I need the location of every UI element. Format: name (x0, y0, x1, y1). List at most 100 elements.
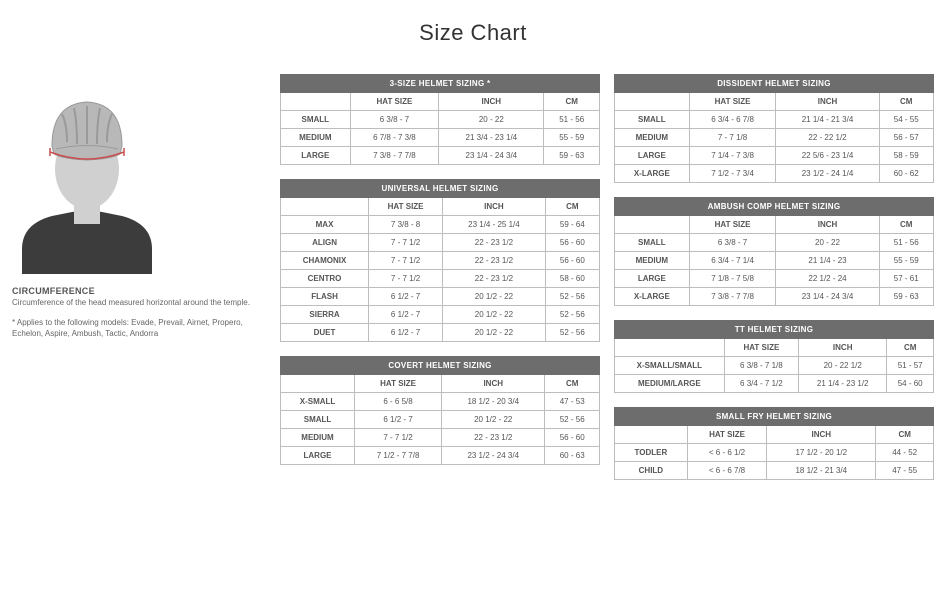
cell-inch: 20 1/2 - 22 (443, 324, 546, 342)
table-row: LARGE7 1/8 - 7 5/822 1/2 - 2457 - 61 (615, 270, 934, 288)
table-row: CHILD< 6 - 6 7/818 1/2 - 21 3/447 - 55 (615, 462, 934, 480)
cell-cm: 44 - 52 (876, 444, 934, 462)
row-label: LARGE (281, 147, 351, 165)
col-header: INCH (442, 375, 545, 393)
table-row: CHAMONIX7 - 7 1/222 - 23 1/256 - 60 (281, 252, 600, 270)
cell-inch: 21 3/4 - 23 1/4 (439, 129, 544, 147)
cell-cm: 56 - 60 (545, 429, 600, 447)
row-label: TODLER (615, 444, 688, 462)
table-row: MEDIUM/LARGE6 3/4 - 7 1/221 1/4 - 23 1/2… (615, 375, 934, 393)
row-label: SMALL (281, 111, 351, 129)
table-row: FLASH6 1/2 - 720 1/2 - 2252 - 56 (281, 288, 600, 306)
cell-inch: 23 1/4 - 24 3/4 (776, 288, 879, 306)
table-row: ALIGN7 - 7 1/222 - 23 1/256 - 60 (281, 234, 600, 252)
cell-hat: 6 3/8 - 7 (689, 234, 776, 252)
cell-cm: 56 - 60 (545, 252, 599, 270)
table-row: SMALL6 3/8 - 720 - 2251 - 56 (615, 234, 934, 252)
cell-cm: 52 - 56 (545, 411, 600, 429)
cell-hat: 6 3/4 - 7 1/4 (689, 252, 776, 270)
row-label: MEDIUM (281, 429, 355, 447)
cell-hat: 7 1/4 - 7 3/8 (689, 147, 776, 165)
cell-inch: 22 - 23 1/2 (443, 252, 546, 270)
table-title: DISSIDENT HELMET SIZING (615, 75, 934, 93)
cell-cm: 51 - 56 (544, 111, 600, 129)
row-label: X-SMALL (281, 393, 355, 411)
cell-inch: 23 1/2 - 24 3/4 (442, 447, 545, 465)
circumference-heading: CIRCUMFERENCE (12, 286, 262, 296)
col-header: INCH (799, 339, 887, 357)
table-three-size: 3-SIZE HELMET SIZING *HAT SIZEINCHCMSMAL… (280, 74, 600, 165)
row-label: MEDIUM (615, 252, 690, 270)
cell-inch: 20 1/2 - 22 (443, 306, 546, 324)
cell-hat: 7 1/8 - 7 5/8 (689, 270, 776, 288)
cell-cm: 55 - 59 (879, 252, 933, 270)
col-empty (615, 93, 690, 111)
cell-cm: 60 - 63 (545, 447, 600, 465)
size-table: DISSIDENT HELMET SIZINGHAT SIZEINCHCMSMA… (614, 74, 934, 183)
layout: CIRCUMFERENCE Circumference of the head … (12, 74, 934, 480)
cell-hat: 7 - 7 1/2 (355, 429, 442, 447)
row-label: CHILD (615, 462, 688, 480)
table-title: TT HELMET SIZING (615, 321, 934, 339)
col-header: HAT SIZE (355, 375, 442, 393)
table-tt: TT HELMET SIZINGHAT SIZEINCHCMX-SMALL/SM… (614, 320, 934, 393)
col-empty (615, 339, 725, 357)
table-title: COVERT HELMET SIZING (281, 357, 600, 375)
cell-hat: 7 1/2 - 7 7/8 (355, 447, 442, 465)
cell-cm: 57 - 61 (879, 270, 933, 288)
cell-hat: 7 - 7 1/2 (369, 234, 443, 252)
row-label: X-LARGE (615, 288, 690, 306)
cell-cm: 56 - 57 (879, 129, 933, 147)
cell-inch: 20 - 22 (439, 111, 544, 129)
row-label: CHAMONIX (281, 252, 369, 270)
row-label: MAX (281, 216, 369, 234)
cell-hat: 7 3/8 - 7 7/8 (689, 288, 776, 306)
col-header: CM (545, 198, 599, 216)
cell-hat: 7 - 7 1/2 (369, 270, 443, 288)
col-header: INCH (439, 93, 544, 111)
table-universal: UNIVERSAL HELMET SIZINGHAT SIZEINCHCMMAX… (280, 179, 600, 342)
cell-hat: < 6 - 6 1/2 (687, 444, 767, 462)
size-table: 3-SIZE HELMET SIZING *HAT SIZEINCHCMSMAL… (280, 74, 600, 165)
table-row: X-SMALL6 - 6 5/818 1/2 - 20 3/447 - 53 (281, 393, 600, 411)
table-ambush: AMBUSH COMP HELMET SIZINGHAT SIZEINCHCMS… (614, 197, 934, 306)
cell-hat: 7 - 7 1/2 (369, 252, 443, 270)
row-label: DUET (281, 324, 369, 342)
cell-hat: 6 7/8 - 7 3/8 (350, 129, 439, 147)
table-row: SMALL6 3/8 - 720 - 2251 - 56 (281, 111, 600, 129)
cell-cm: 60 - 62 (879, 165, 933, 183)
size-table: UNIVERSAL HELMET SIZINGHAT SIZEINCHCMMAX… (280, 179, 600, 342)
cell-cm: 56 - 60 (545, 234, 599, 252)
cell-inch: 20 - 22 1/2 (799, 357, 887, 375)
table-title: UNIVERSAL HELMET SIZING (281, 180, 600, 198)
col-header: HAT SIZE (687, 426, 767, 444)
row-label: SMALL (615, 234, 690, 252)
cell-inch: 17 1/2 - 20 1/2 (767, 444, 876, 462)
circumference-text: Circumference of the head measured horiz… (12, 298, 262, 308)
row-label: CENTRO (281, 270, 369, 288)
table-title: SMALL FRY HELMET SIZING (615, 408, 934, 426)
table-title: AMBUSH COMP HELMET SIZING (615, 198, 934, 216)
cell-inch: 23 1/4 - 25 1/4 (443, 216, 546, 234)
col-header: CM (879, 93, 933, 111)
col-header: HAT SIZE (350, 93, 439, 111)
row-label: LARGE (281, 447, 355, 465)
cell-cm: 59 - 64 (545, 216, 599, 234)
col-header: CM (544, 93, 600, 111)
col-empty (615, 216, 690, 234)
table-row: LARGE7 3/8 - 7 7/823 1/4 - 24 3/459 - 63 (281, 147, 600, 165)
row-label: MEDIUM/LARGE (615, 375, 725, 393)
row-label: FLASH (281, 288, 369, 306)
cell-inch: 22 1/2 - 24 (776, 270, 879, 288)
col-header: HAT SIZE (689, 216, 776, 234)
table-dissident: DISSIDENT HELMET SIZINGHAT SIZEINCHCMSMA… (614, 74, 934, 183)
table-row: MAX7 3/8 - 823 1/4 - 25 1/459 - 64 (281, 216, 600, 234)
cell-cm: 51 - 57 (887, 357, 934, 375)
col-header: HAT SIZE (724, 339, 798, 357)
row-label: SMALL (615, 111, 690, 129)
table-row: MEDIUM6 7/8 - 7 3/821 3/4 - 23 1/455 - 5… (281, 129, 600, 147)
cell-hat: 6 - 6 5/8 (355, 393, 442, 411)
cell-cm: 52 - 56 (545, 324, 599, 342)
col-header: INCH (776, 93, 879, 111)
cell-hat: 6 3/4 - 7 1/2 (724, 375, 798, 393)
